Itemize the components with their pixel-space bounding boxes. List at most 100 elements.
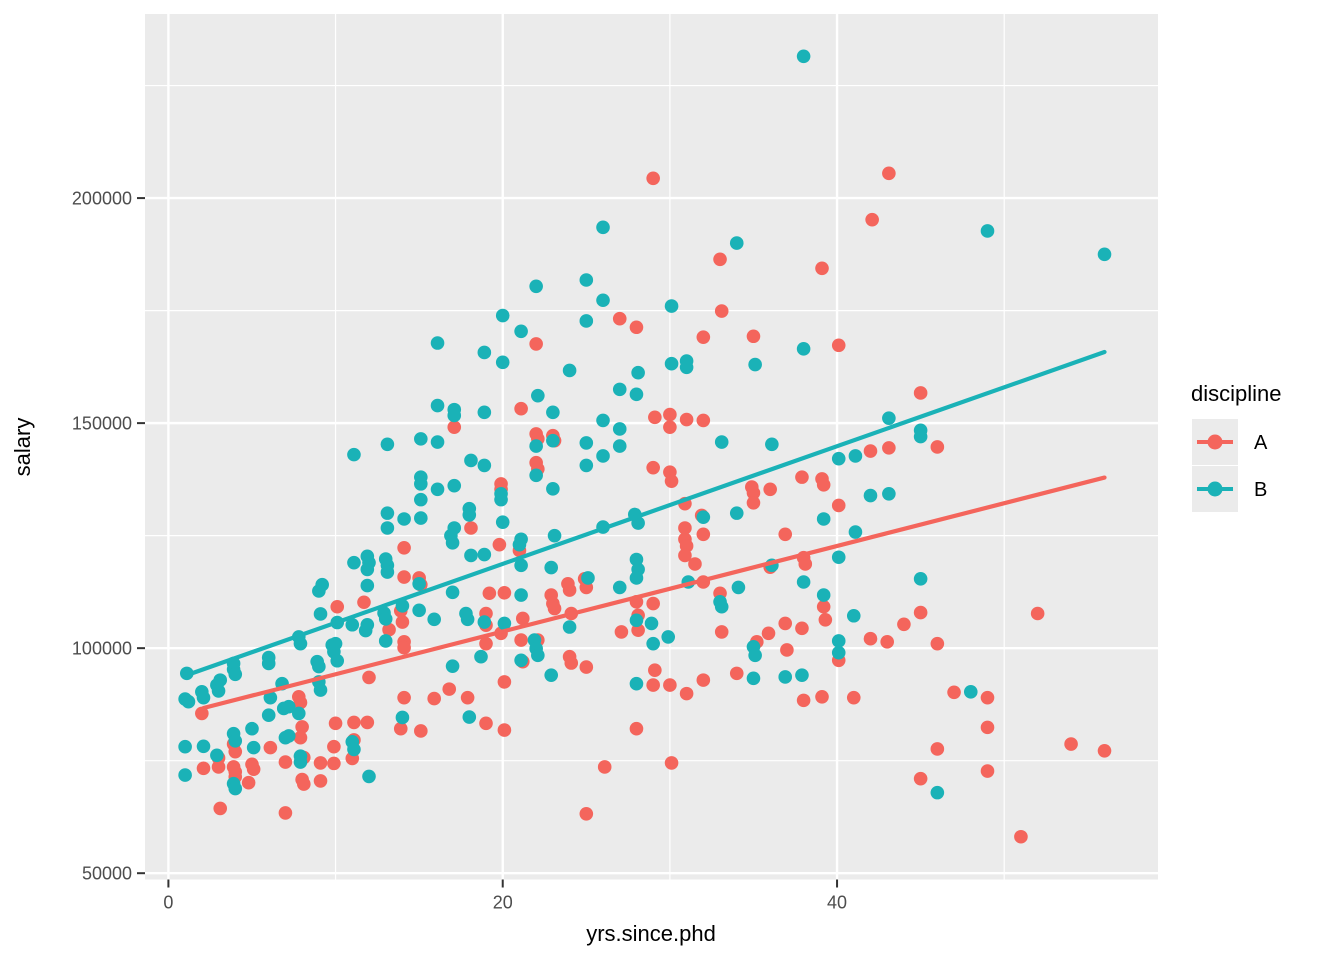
point-A bbox=[930, 742, 945, 756]
point-B bbox=[696, 510, 711, 524]
point-B bbox=[445, 536, 460, 550]
point-B bbox=[293, 636, 308, 651]
point-B bbox=[430, 482, 445, 497]
point-A bbox=[663, 420, 677, 434]
point-A bbox=[327, 739, 341, 754]
point-A bbox=[696, 673, 711, 687]
point-B bbox=[579, 436, 594, 450]
point-A bbox=[397, 640, 411, 655]
point-A bbox=[1097, 743, 1112, 758]
point-B bbox=[293, 755, 308, 769]
point-A bbox=[815, 261, 829, 276]
point-B bbox=[729, 236, 744, 250]
x-tick-label: 0 bbox=[163, 893, 173, 913]
point-A bbox=[1064, 737, 1078, 751]
x-tick-label: 40 bbox=[827, 893, 847, 913]
point-B bbox=[281, 699, 296, 714]
axis-tick-labels: 0 20 40 50000 100000 150000 200000 bbox=[72, 189, 847, 913]
point-B bbox=[181, 694, 196, 709]
point-A bbox=[646, 171, 660, 186]
point-B bbox=[547, 528, 562, 543]
point-A bbox=[679, 412, 694, 427]
point-A bbox=[564, 656, 579, 670]
point-A bbox=[382, 622, 396, 637]
point-B bbox=[495, 308, 510, 323]
point-A bbox=[246, 762, 261, 777]
point-B bbox=[846, 608, 861, 623]
point-A bbox=[980, 764, 995, 778]
legend-label-b: B bbox=[1254, 479, 1267, 501]
point-A bbox=[761, 626, 776, 641]
point-A bbox=[278, 806, 293, 820]
point-A bbox=[328, 716, 343, 731]
point-A bbox=[913, 605, 928, 620]
point-A bbox=[664, 756, 679, 770]
point-A bbox=[397, 570, 411, 584]
point-A bbox=[347, 715, 361, 730]
point-B bbox=[362, 769, 376, 784]
point-B bbox=[546, 482, 560, 496]
point-B bbox=[447, 408, 462, 423]
point-A bbox=[780, 643, 794, 657]
point-A bbox=[646, 678, 660, 692]
y-tick-label: 50000 bbox=[82, 864, 132, 884]
point-A bbox=[397, 540, 411, 555]
point-B bbox=[795, 668, 809, 682]
point-A bbox=[393, 721, 408, 736]
point-A bbox=[327, 756, 341, 771]
point-A bbox=[746, 495, 761, 510]
point-B bbox=[631, 365, 645, 380]
point-B bbox=[412, 576, 426, 591]
point-A bbox=[831, 338, 846, 353]
point-A bbox=[293, 730, 308, 745]
point-B bbox=[531, 388, 545, 403]
point-B bbox=[848, 525, 863, 539]
point-B bbox=[291, 706, 306, 721]
point-A bbox=[947, 685, 961, 700]
point-A bbox=[547, 601, 562, 616]
point-B bbox=[714, 435, 729, 449]
point-A bbox=[479, 636, 493, 651]
legend-label-a: A bbox=[1254, 432, 1268, 454]
point-A bbox=[798, 557, 813, 571]
point-B bbox=[495, 515, 510, 529]
point-A bbox=[579, 806, 594, 821]
point-B bbox=[562, 363, 577, 378]
point-A bbox=[664, 474, 679, 488]
point-A bbox=[815, 689, 829, 704]
point-A bbox=[213, 801, 228, 816]
point-A bbox=[746, 486, 761, 500]
point-A bbox=[442, 682, 457, 696]
point-A bbox=[696, 527, 711, 542]
point-B bbox=[831, 634, 846, 648]
point-A bbox=[729, 666, 744, 681]
point-A bbox=[313, 756, 328, 770]
point-A bbox=[778, 616, 793, 631]
point-B bbox=[360, 562, 375, 577]
point-A bbox=[241, 775, 256, 790]
point-A bbox=[678, 548, 692, 563]
point-B bbox=[315, 577, 329, 592]
point-B bbox=[380, 565, 395, 579]
point-A bbox=[263, 740, 278, 755]
trend-line-A bbox=[201, 475, 1107, 711]
point-B bbox=[816, 588, 831, 602]
point-A bbox=[278, 755, 293, 769]
point-A bbox=[646, 596, 660, 611]
point-B bbox=[731, 580, 746, 595]
point-B bbox=[562, 620, 577, 634]
point-A bbox=[561, 576, 575, 591]
point-A bbox=[579, 660, 594, 674]
point-B bbox=[495, 355, 510, 370]
point-A bbox=[293, 695, 308, 710]
point-B bbox=[612, 382, 627, 397]
point-A bbox=[930, 440, 945, 454]
point-A bbox=[1014, 829, 1028, 844]
point-A bbox=[778, 527, 793, 542]
point-B bbox=[210, 748, 224, 763]
point-A bbox=[612, 311, 627, 326]
point-A bbox=[514, 401, 528, 416]
point-A bbox=[313, 774, 328, 788]
point-A bbox=[497, 675, 512, 689]
gridlines-minor bbox=[145, 14, 1158, 880]
